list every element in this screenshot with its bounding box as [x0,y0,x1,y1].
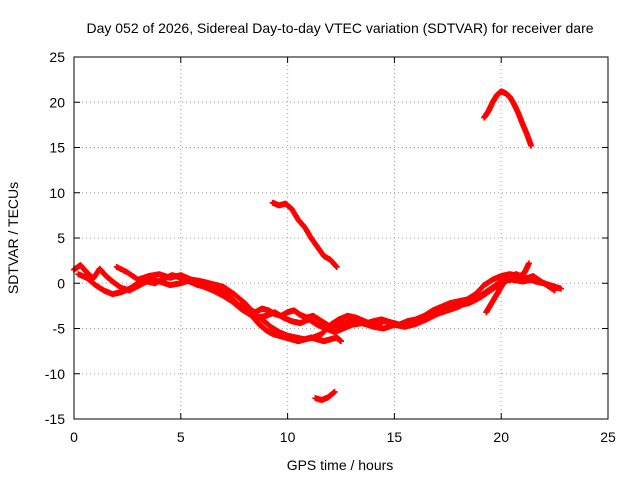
data-point [558,285,565,292]
y-tick-label: 20 [49,94,65,110]
x-tick-label: 25 [600,429,616,445]
y-tick-label: -15 [45,411,65,427]
x-axis-label: GPS time / hours [287,457,394,473]
x-tick-label: 20 [493,429,509,445]
y-axis-label: SDTVAR / TECUs [5,182,21,294]
y-tick-label: -5 [53,321,66,337]
data-point [333,263,340,270]
series-track-e [483,260,532,316]
y-tick-label: 5 [57,230,65,246]
data-point [525,260,532,267]
x-tick-label: 5 [177,429,185,445]
y-tick-label: -10 [45,366,65,382]
x-tick-label: 0 [70,429,78,445]
y-tick-label: 25 [49,49,65,65]
series-track-d [237,301,344,345]
series-arc-upper [269,199,340,270]
x-tick-label: 15 [387,429,403,445]
chart-title: Day 052 of 2026, Sidereal Day-to-day VTE… [86,20,593,36]
y-tick-label: 10 [49,185,65,201]
axis-ticks: 0 5 10 15 20 25 -15 -10 -5 0 5 10 15 20 25 [45,49,616,445]
series-arc-lower [312,388,338,403]
data-point [331,388,338,395]
y-tick-label: 0 [57,275,65,291]
x-tick-label: 10 [280,429,296,445]
data-point [332,263,339,270]
data-point [528,142,535,149]
data-point [338,338,344,345]
series-arc-peak [481,88,535,149]
data-points [71,88,565,403]
y-tick-label: 15 [49,140,65,156]
data-point [551,287,558,294]
